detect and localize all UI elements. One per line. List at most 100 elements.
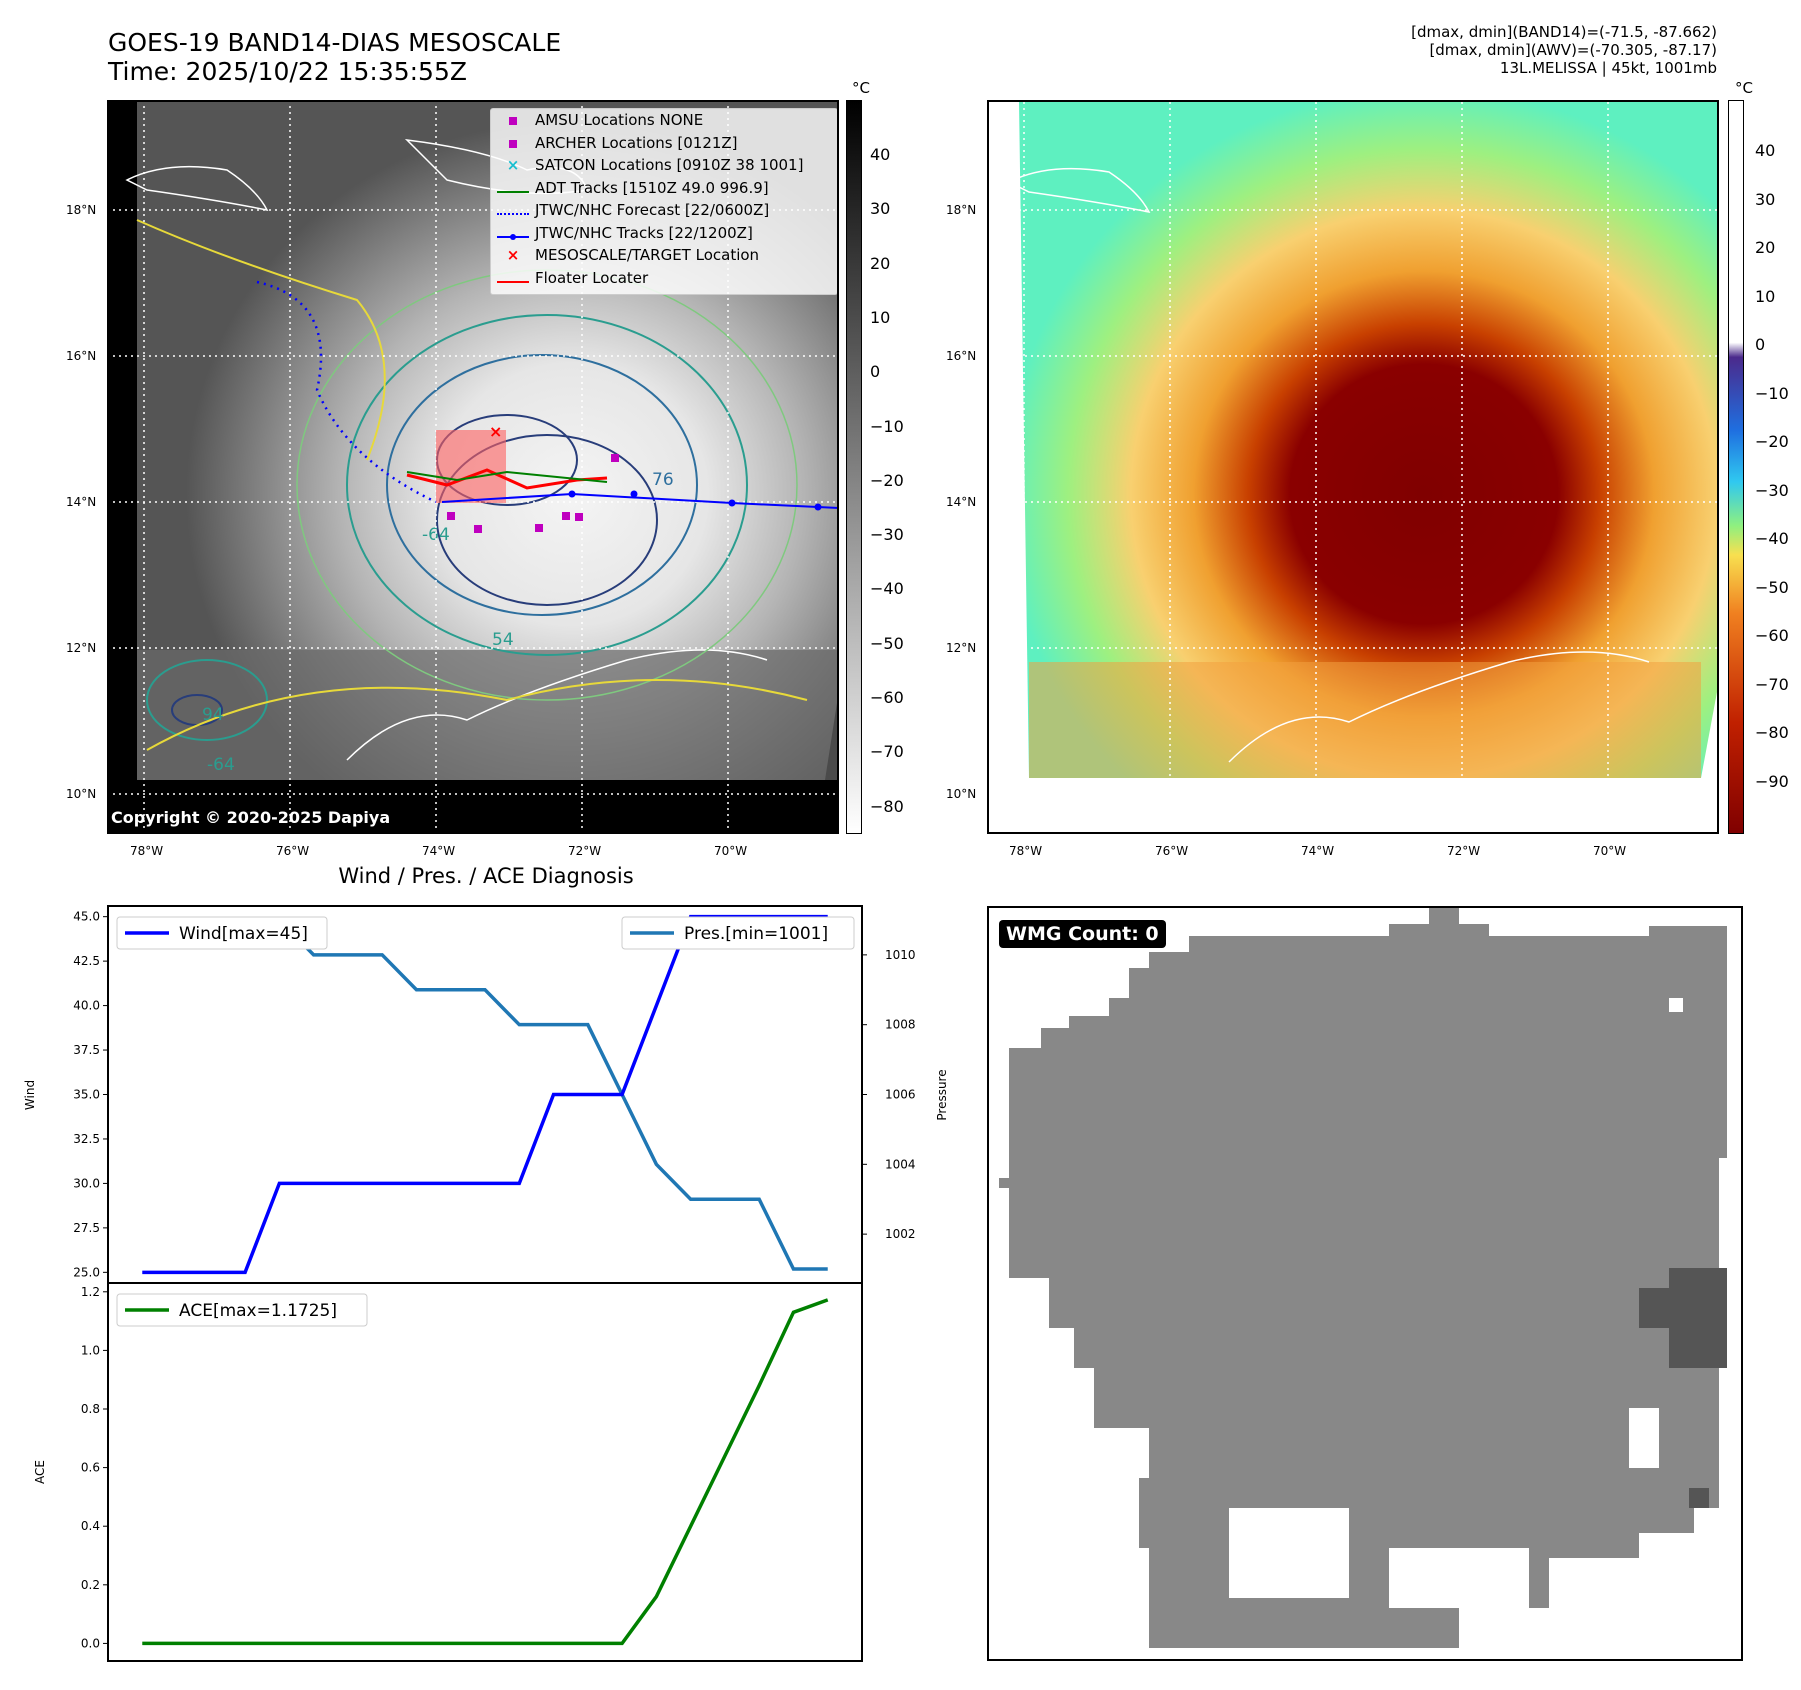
legend-item: JTWC/NHC Tracks [22/1200Z] [491, 222, 837, 245]
y-tick-label: 1008 [885, 1018, 916, 1032]
wmg-count-badge: WMG Count: 0 [999, 920, 1166, 948]
colorbar-tick-label: −20 [870, 470, 904, 490]
wmg-image [999, 908, 1727, 1648]
y-tick-label: 0.0 [81, 1636, 100, 1650]
ace-axis-label: ACE [33, 1460, 47, 1484]
y-tick-label: 1.0 [81, 1343, 100, 1357]
colorbar-tick-label: −60 [870, 688, 904, 707]
map-axis-label: 74°W [1301, 844, 1335, 858]
wind-legend-label: Wind[max=45] [179, 924, 308, 944]
y-tick-label: 0.4 [81, 1519, 100, 1533]
map-axis-label: 10°N [946, 787, 977, 801]
colorbar-tick-label: 40 [870, 145, 891, 164]
map-axis-label: 70°W [1593, 844, 1627, 858]
y-tick-label: 35.0 [73, 1088, 100, 1102]
colorbar-tick-label: −10 [870, 416, 904, 436]
legend-item: JTWC/NHC Forecast [22/0600Z] [491, 199, 837, 222]
title-line-1: GOES-19 BAND14-DIAS MESOSCALE [108, 28, 562, 57]
forecast-track [256, 280, 437, 504]
copyright-text: Copyright © 2020-2025 Dapiya [111, 808, 391, 827]
legend-label: Floater Locater [535, 268, 649, 287]
colorbar-tick-label: −60 [1755, 626, 1789, 645]
info-line-2: [dmax, dmin](AWV)=(-70.305, -87.17) [1429, 41, 1717, 59]
legend-swatch [491, 132, 535, 155]
colorbar-tick-label: −40 [1755, 529, 1789, 548]
pressure-legend-box [621, 916, 855, 950]
title-line-2: Time: 2025/10/22 15:35:55Z [108, 57, 467, 86]
map-axis-label: 72°W [1447, 844, 1481, 858]
colorbar-tick-label: −30 [870, 525, 904, 545]
colorbar-tick-label: 0 [1755, 335, 1766, 354]
y-tick-label: 1004 [885, 1157, 916, 1171]
ace-legend-box [116, 1293, 368, 1327]
wind-line [142, 914, 828, 1275]
ace-axes-frame [107, 1282, 863, 1662]
map-axis-label: 78°W [130, 844, 164, 858]
figure-title: GOES-19 BAND14-DIAS MESOSCALE Time: 2025… [108, 28, 561, 86]
target-marker: × [489, 422, 502, 441]
info-line-1: [dmax, dmin](BAND14)=(-71.5, -87.662) [1411, 23, 1717, 41]
awv-colorbar [1728, 100, 1744, 834]
ir-colorbar-unit: °C [852, 79, 870, 97]
legend-item: AMSU Locations NONE [491, 109, 837, 132]
contour-label: 54 [492, 630, 514, 650]
y-tick-label: 30.0 [73, 1176, 100, 1190]
ace-line [142, 1298, 829, 1646]
adt-track [406, 470, 608, 483]
y-tick-label: 27.5 [73, 1221, 100, 1235]
colorbar-tick-label: −90 [1755, 771, 1789, 791]
map-axis-label: 10°N [66, 787, 97, 801]
colorbar-tick-label: −10 [1755, 383, 1789, 403]
legend-swatch [491, 109, 535, 132]
archer-markers [447, 454, 619, 533]
map-axis-label: 74°W [422, 844, 456, 858]
colorbar-tick-label: −80 [870, 796, 904, 816]
colorbar-tick-label: 20 [1755, 238, 1776, 257]
legend-label: SATCON Locations [0910Z 38 1001] [535, 156, 804, 174]
map-axis-label: 78°W [1009, 844, 1043, 858]
legend-label: MESOSCALE/TARGET Location [535, 246, 760, 264]
legend-label: JTWC/NHC Tracks [22/1200Z] [535, 223, 753, 242]
y-tick-label: 1006 [885, 1088, 916, 1102]
y-tick-label: 32.5 [73, 1132, 100, 1146]
y-tick-label: 40.0 [73, 999, 100, 1013]
mesoscale-box [436, 430, 506, 503]
storm-info: [dmax, dmin](BAND14)=(-71.5, -87.662) [d… [1411, 23, 1717, 77]
map-axis-label: 18°N [946, 203, 977, 217]
y-tick-label: 0.8 [81, 1402, 100, 1416]
y-tick-label: 42.5 [73, 954, 100, 968]
wmg-panel: WMG Count: 0 [987, 906, 1743, 1661]
awv-map-image [989, 102, 1717, 832]
colorbar-tick-label: −80 [1755, 723, 1789, 742]
ir-colorbar [846, 100, 862, 834]
colorbar-tick-label: −30 [1755, 480, 1789, 500]
info-line-3: 13L.MELISSA | 45kt, 1001mb [1499, 59, 1717, 77]
y-tick-label: 1.2 [81, 1285, 100, 1299]
y-tick-label: 0.6 [81, 1461, 100, 1475]
legend-swatch [491, 267, 535, 290]
y-tick-label: 45.0 [73, 910, 100, 924]
colorbar-tick-label: −70 [1755, 674, 1789, 694]
contour-label: -64 [422, 525, 450, 545]
legend-item: ARCHER Locations [0121Z] [491, 132, 837, 155]
wind-pressure-axes-frame [107, 905, 863, 1284]
pressure-legend-label: Pres.[min=1001] [684, 924, 828, 944]
colorbar-tick-label: 20 [870, 253, 891, 273]
y-tick-label: 0.2 [81, 1578, 100, 1592]
legend-swatch [491, 222, 535, 245]
ace-legend-label: ACE[max=1.1725] [179, 1301, 337, 1321]
colorbar-tick-label: −40 [870, 579, 904, 599]
legend-label: ARCHER Locations [0121Z] [535, 133, 738, 152]
colorbar-tick-label: −20 [1755, 432, 1789, 451]
legend-label: JTWC/NHC Forecast [22/0600Z] [535, 201, 770, 219]
map-axis-label: 70°W [714, 844, 748, 858]
legend-label: AMSU Locations NONE [535, 111, 704, 129]
legend-item: ADT Tracks [1510Z 49.0 996.9] [491, 177, 837, 200]
colorbar-tick-label: 0 [870, 362, 881, 382]
colorbar-tick-label: 30 [1755, 189, 1776, 209]
wind-legend-box [116, 916, 328, 950]
colorbar-tick-label: −50 [1755, 577, 1789, 597]
awv-map-panel [987, 100, 1719, 834]
legend-label: ADT Tracks [1510Z 49.0 996.9] [535, 178, 769, 197]
